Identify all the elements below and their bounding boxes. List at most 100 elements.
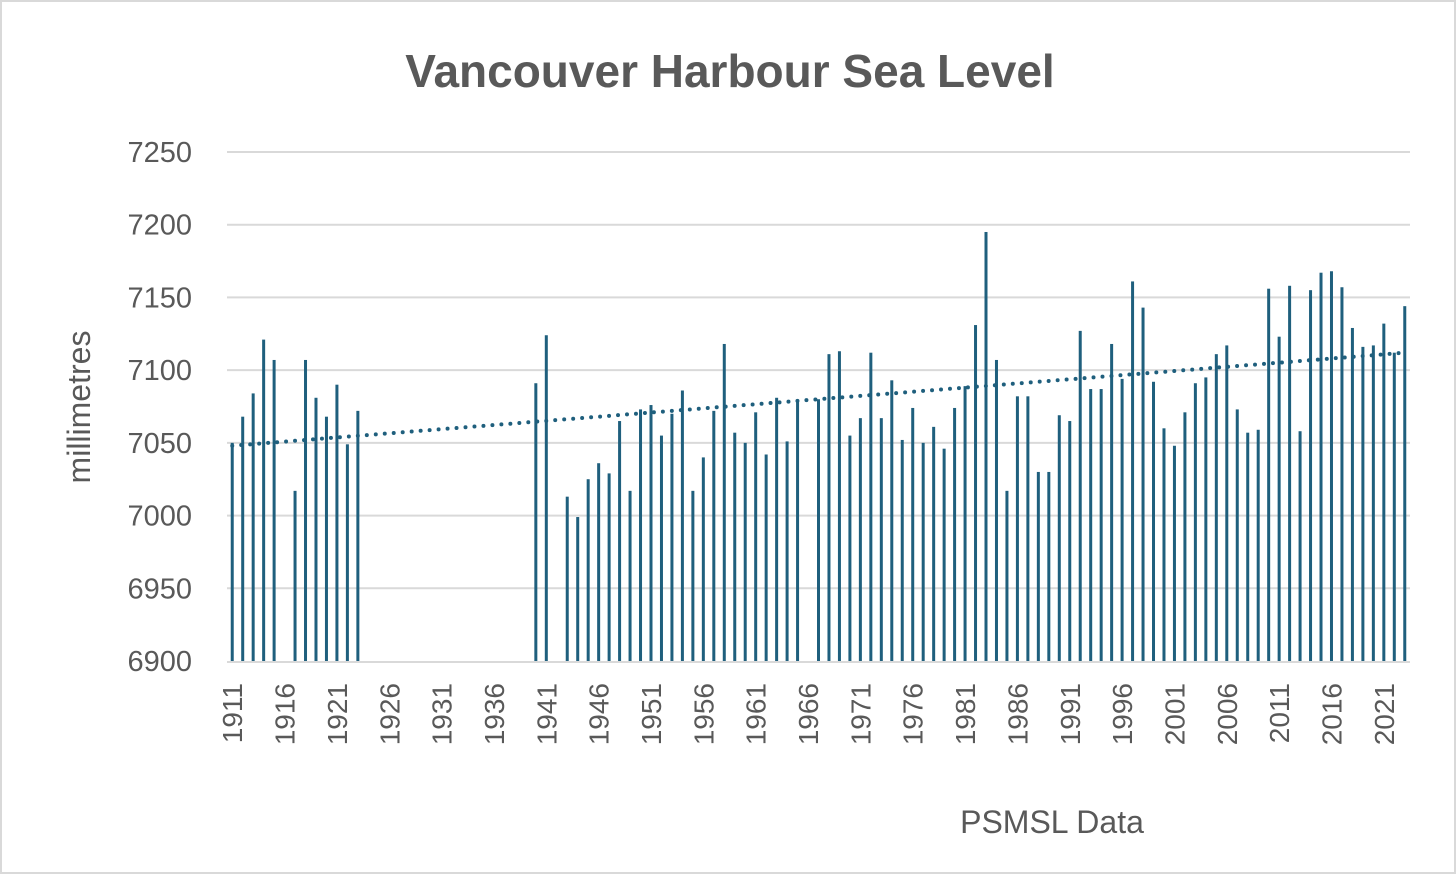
bar-1995 (1110, 343, 1114, 661)
x-tick-label: 2006 (1212, 683, 1243, 745)
bar-1980 (953, 407, 957, 661)
bar-2016 (1329, 271, 1333, 661)
bar-2010 (1267, 288, 1271, 661)
y-axis-title: millimetres (61, 331, 97, 484)
bar-1946 (597, 463, 601, 661)
bar-1964 (785, 441, 789, 661)
bar-2002 (1183, 412, 1187, 661)
bar-2012 (1288, 285, 1292, 661)
bar-1961 (754, 412, 758, 661)
y-tick-label: 7050 (127, 428, 192, 460)
bar-1957 (712, 410, 716, 661)
x-tick-label: 1961 (741, 683, 772, 745)
x-tick-label: 2001 (1159, 683, 1190, 745)
bar-1943 (565, 496, 569, 661)
bar-1998 (1141, 307, 1145, 661)
bar-2000 (1162, 428, 1166, 661)
bar-1958 (722, 343, 726, 661)
bar-1923 (356, 410, 360, 661)
x-axis-ticks: 1911 1916 1921 1926 1931 1936 1941 1946 1951 1956… (217, 683, 1400, 745)
bar-1953 (670, 413, 674, 661)
bar-2018 (1350, 327, 1354, 661)
bar-1988 (1036, 471, 1040, 661)
bar-1918 (304, 359, 308, 661)
y-tick-label: 6950 (127, 573, 192, 605)
x-tick-label: 1936 (479, 683, 510, 745)
trendline (230, 350, 1407, 448)
x-tick-label: 1966 (793, 683, 824, 745)
bar-2015 (1319, 272, 1323, 661)
bar-2009 (1256, 429, 1260, 661)
x-tick-label: 1946 (584, 683, 615, 745)
bar-1959 (733, 432, 737, 661)
bar-1974 (890, 380, 894, 661)
bar-1954 (680, 390, 684, 661)
bar-1913 (251, 393, 255, 661)
bar-1921 (335, 384, 339, 661)
bar-1944 (576, 517, 580, 661)
bar-1950 (639, 409, 643, 661)
bar-1987 (1026, 396, 1030, 661)
bar-1962 (764, 454, 768, 661)
bar-2011 (1277, 336, 1281, 661)
bar-1975 (900, 439, 904, 661)
bar-2023 (1403, 306, 1407, 661)
bar-1949 (628, 490, 632, 661)
bar-1978 (932, 426, 936, 661)
bar-2017 (1340, 287, 1344, 661)
x-tick-label: 1926 (374, 683, 405, 745)
bar-1984 (994, 359, 998, 661)
bar-1968 (827, 354, 831, 661)
bar-2004 (1204, 377, 1208, 661)
x-tick-label: 1981 (950, 683, 981, 745)
x-tick-label: 2011 (1264, 683, 1295, 743)
x-tick-label: 1986 (1002, 683, 1033, 745)
bar-1941 (544, 335, 548, 661)
y-tick-label: 7000 (127, 501, 192, 533)
bar-1971 (858, 418, 862, 661)
bar-1955 (691, 490, 695, 661)
bar-1989 (1047, 471, 1051, 661)
bar-2001 (1172, 445, 1176, 661)
bar-1952 (659, 435, 663, 661)
bar-1999 (1152, 381, 1156, 661)
bar-1967 (817, 399, 820, 661)
bar-2014 (1309, 290, 1313, 661)
x-tick-label: 1996 (1107, 683, 1138, 745)
x-tick-label: 1951 (636, 683, 667, 745)
x-tick-label: 2016 (1316, 683, 1347, 745)
bar-1996 (1120, 378, 1124, 661)
y-axis-ticks: 6900 6950 7000 7050 7100 7150 7200 7250 (127, 137, 192, 678)
bar-1979 (942, 448, 946, 661)
bar-1917 (293, 490, 297, 661)
bars (230, 231, 1407, 661)
x-tick-label: 2021 (1369, 683, 1400, 745)
x-tick-label: 1956 (688, 683, 719, 745)
bar-1963 (775, 397, 779, 661)
y-tick-label: 7250 (127, 137, 192, 169)
x-tick-label: 1971 (845, 683, 876, 745)
bar-1970 (848, 435, 852, 661)
bar-2007 (1235, 409, 1239, 661)
bar-1991 (1068, 421, 1072, 661)
bar-2005 (1214, 354, 1218, 661)
bar-2021 (1382, 323, 1386, 661)
y-tick-label: 7100 (127, 355, 192, 387)
x-tick-label: 1991 (1055, 683, 1086, 745)
bar-1990 (1057, 415, 1061, 661)
bar-1986 (1015, 396, 1019, 661)
bar-1992 (1078, 330, 1082, 661)
bar-1973 (879, 418, 883, 661)
x-tick-label: 1921 (322, 683, 353, 745)
bar-2008 (1246, 432, 1250, 661)
bar-1940 (534, 383, 538, 661)
bar-1915 (272, 359, 276, 661)
bar-1983 (984, 231, 988, 661)
bar-1976 (911, 407, 915, 661)
bar-2022 (1392, 352, 1396, 661)
bar-1969 (837, 351, 841, 661)
bar-1951 (649, 405, 653, 661)
x-tick-label: 1976 (898, 683, 929, 745)
